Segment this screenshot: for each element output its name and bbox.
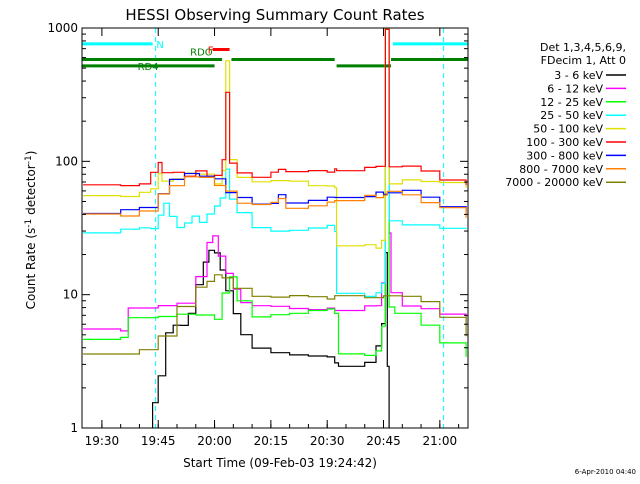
x-tick-label-4: 20:30 [310,434,345,448]
timestamp: 6-Apr-2010 04:40 [575,468,636,476]
y-tick-label-0: 1 [70,421,78,435]
flag-label-rd4: RD4 [138,62,159,73]
legend-label-5: 100 - 300 keV [526,136,603,149]
legend-label-2: 12 - 25 keV [540,96,603,109]
chart-title: HESSI Observing Summary Count Rates [125,6,424,24]
legend-label-3: 25 - 50 keV [540,109,603,122]
x-tick-label-5: 20:45 [366,434,401,448]
legend-label-7: 800 - 7000 keV [519,163,603,176]
plot-frame [81,27,469,429]
y-axis-label-part3: ) [24,151,38,156]
plot-area [82,28,468,428]
y-axis-label: Count Rate (s-1 detector-1) [24,151,38,310]
series-line-8 [83,274,467,355]
series-line-5 [83,28,467,187]
legend-header-line1: Det 1,3,4,5,6,9, [540,41,626,54]
legend: Det 1,3,4,5,6,9, FDecim 1, Att 0 3 - 6 k… [505,41,626,189]
x-tick-label-6: 21:00 [423,434,458,448]
series-line-0 [152,249,390,428]
series-line-7 [83,176,467,218]
y-axis-label-sup2: -1 [24,155,34,164]
x-tick-label-2: 20:00 [197,434,232,448]
legend-header-line2: FDecim 1, Att 0 [541,54,626,67]
x-tick-label-1: 19:45 [141,434,176,448]
y-axis-label-sup1: -1 [24,219,34,228]
y-axis-label-part2: detector [24,164,38,219]
x-tick-label-3: 20:15 [254,434,289,448]
flag-label-n: N [156,40,163,51]
flag-label-rdo: RDO [190,48,213,59]
y-tick-label-3: 1000 [47,21,78,35]
x-tick-label-0: 19:30 [85,434,120,448]
legend-label-6: 300 - 800 keV [526,149,603,162]
legend-label-8: 7000 - 20000 keV [505,176,603,189]
y-tick-label-1: 10 [63,288,78,302]
legend-label-0: 3 - 6 keV [554,69,603,82]
legend-label-4: 50 - 100 keV [533,123,603,136]
y-tick-label-2: 100 [55,154,78,168]
legend-label-1: 6 - 12 keV [547,82,603,95]
flag-label-f: F [208,45,214,56]
x-axis-label: Start Time (09-Feb-03 19:24:42) [183,456,377,470]
y-axis-label-part1: Count Rate (s [24,228,38,310]
